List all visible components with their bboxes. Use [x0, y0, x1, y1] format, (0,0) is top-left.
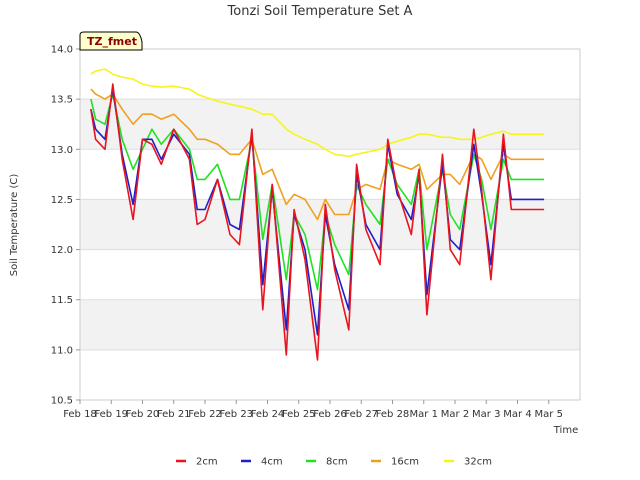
x-tick-label: Feb 22 — [188, 409, 222, 420]
legend-label-16cm: 16cm — [391, 457, 419, 468]
x-tick-label: Feb 18 — [63, 409, 97, 420]
y-tick-label: 12.0 — [51, 245, 73, 256]
x-tick-label: Feb 24 — [251, 409, 285, 420]
legend-label-8cm: 8cm — [326, 457, 348, 468]
y-tick-label: 13.5 — [51, 95, 73, 106]
x-tick-label: Feb 25 — [282, 409, 316, 420]
series-line-16cm — [90, 88, 545, 221]
y-tick-label: 11.5 — [51, 295, 73, 306]
x-axis-label: Time — [553, 425, 578, 436]
x-tick-label: Mar 2 — [441, 409, 469, 420]
chart-title: Tonzi Soil Temperature Set A — [227, 4, 413, 19]
y-tick-label: 11.0 — [51, 345, 73, 356]
y-axis-label: Soil Temperature (C) — [9, 174, 20, 277]
x-tick-label: Feb 20 — [126, 409, 160, 420]
x-tick-label: Feb 27 — [344, 409, 378, 420]
tag-label: TZ_fmet — [87, 35, 137, 48]
tag-box-shape — [79, 31, 143, 51]
y-tick-label: 14.0 — [51, 45, 73, 56]
series-line-2cm — [90, 83, 545, 361]
legend-label-4cm: 4cm — [261, 457, 283, 468]
plot-band — [80, 99, 580, 150]
y-tick-label: 13.0 — [51, 145, 73, 156]
x-tick-label: Mar 3 — [472, 409, 500, 420]
legend-label-32cm: 32cm — [464, 457, 492, 468]
x-tick-label: Feb 28 — [376, 409, 410, 420]
x-tick-label: Mar 1 — [410, 409, 438, 420]
y-tick-label: 12.5 — [51, 195, 73, 206]
x-tick-label: Mar 4 — [503, 409, 531, 420]
x-tick-label: Mar 5 — [535, 409, 563, 420]
plot-band — [80, 299, 580, 350]
y-tick-label: 10.5 — [51, 396, 73, 407]
series-line-32cm — [90, 68, 545, 158]
x-tick-label: Feb 23 — [219, 409, 253, 420]
legend: 2cm 4cm 8cm 16cm 32cm — [176, 457, 492, 468]
tag-box: TZ_fmet — [79, 31, 143, 51]
x-tick-label: Feb 19 — [94, 409, 128, 420]
x-tick-label: Feb 26 — [313, 409, 347, 420]
x-tick-label: Feb 21 — [157, 409, 191, 420]
legend-label-2cm: 2cm — [196, 457, 218, 468]
